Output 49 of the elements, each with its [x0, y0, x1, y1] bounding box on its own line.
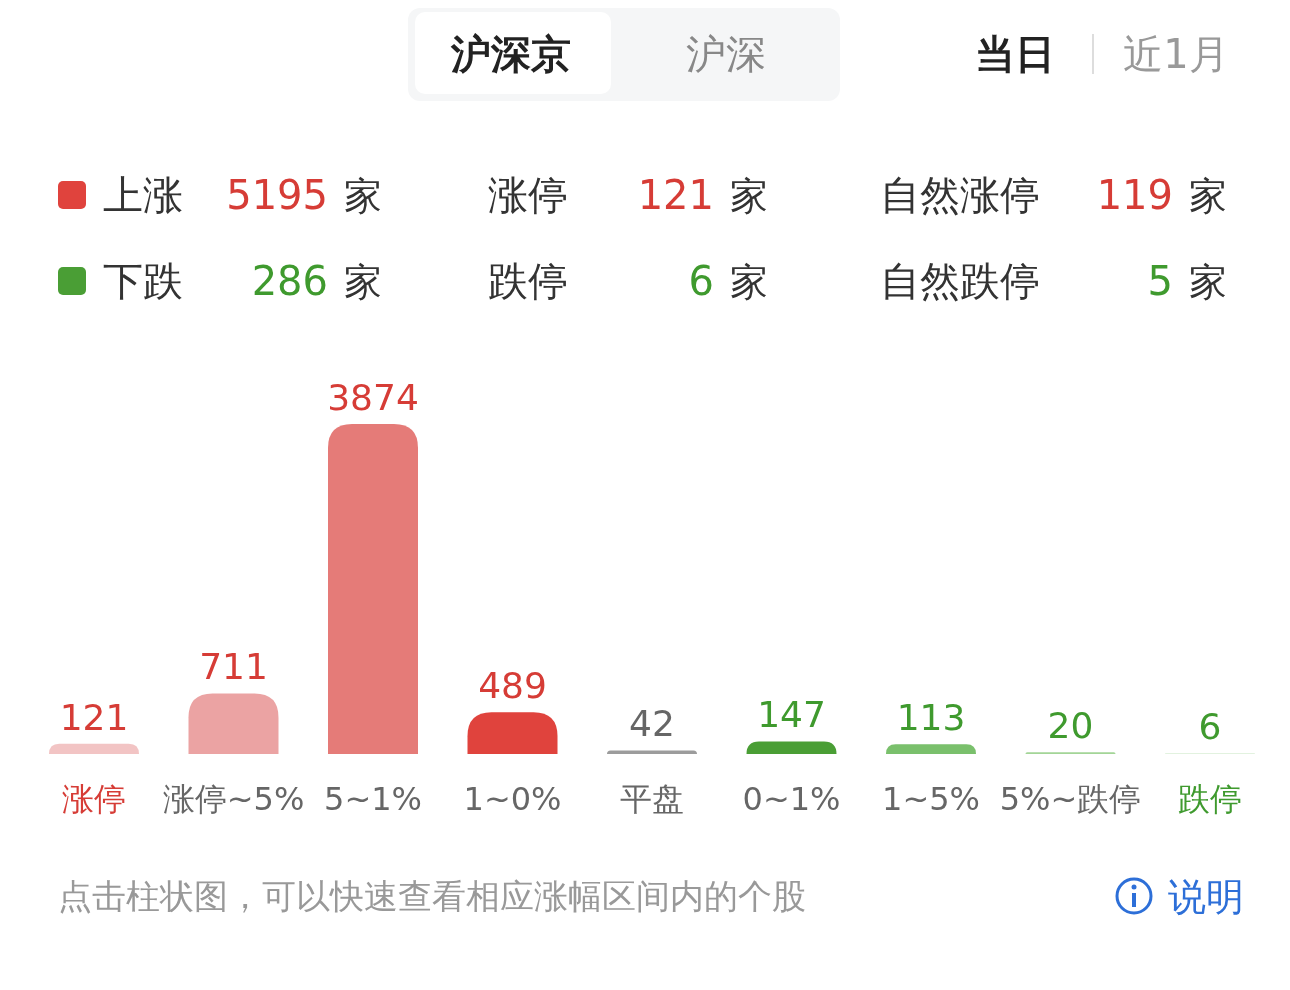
- text: 涨停: [488, 172, 568, 218]
- text: 家: [1189, 260, 1227, 304]
- text: 沪深京: [450, 31, 571, 77]
- x-tick-label: 涨停: [62, 780, 126, 818]
- data-label: 20: [1047, 705, 1094, 747]
- text: 点击柱状图，可以快速查看相应涨幅区间内的个股: [58, 876, 806, 916]
- text: 286: [251, 258, 328, 304]
- text: 家: [1189, 174, 1227, 218]
- data-label: 147: [757, 694, 826, 736]
- text: 5: [1147, 258, 1173, 304]
- text: 自然跌停: [880, 258, 1040, 304]
- text: 119: [1096, 172, 1173, 218]
- text: 5195: [226, 172, 328, 218]
- x-tick-label: 5~1%: [324, 780, 422, 818]
- text: 家: [730, 260, 768, 304]
- data-label: 711: [199, 646, 268, 688]
- text: 121: [637, 172, 714, 218]
- text: 家: [730, 174, 768, 218]
- text: 家: [344, 260, 382, 304]
- text: 沪深: [686, 31, 766, 77]
- bar: [467, 712, 558, 754]
- text: 下跌: [103, 258, 183, 304]
- text: 家: [344, 174, 382, 218]
- bar: [746, 741, 837, 754]
- text: 自然涨停: [880, 172, 1040, 218]
- data-label: 121: [59, 696, 129, 738]
- bar: [328, 424, 418, 754]
- text: 跌停: [488, 258, 568, 304]
- data-label: 489: [478, 665, 547, 707]
- data-label: 3874: [327, 377, 419, 418]
- x-tick-label: 5%~跌停: [999, 780, 1142, 818]
- bar: [607, 750, 697, 754]
- bar: [886, 744, 976, 754]
- x-tick-label: 跌停: [1178, 780, 1242, 818]
- data-label: 6: [1198, 706, 1222, 748]
- x-tick-label: 平盘: [620, 780, 684, 818]
- data-label: 113: [896, 697, 966, 739]
- bar: [49, 743, 139, 754]
- bar: [188, 693, 279, 754]
- data-label: 42: [629, 703, 675, 745]
- x-tick-label: 涨停~5%: [162, 780, 305, 818]
- x-tick-label: 0~1%: [742, 780, 841, 818]
- text: 6: [688, 258, 714, 304]
- text: 上涨: [103, 172, 183, 218]
- text: 当日: [975, 31, 1055, 77]
- x-tick-label: 1~5%: [882, 780, 980, 818]
- x-tick-label: 1~0%: [463, 780, 562, 818]
- text: 说明: [1168, 875, 1244, 919]
- text: 近1月: [1123, 31, 1229, 77]
